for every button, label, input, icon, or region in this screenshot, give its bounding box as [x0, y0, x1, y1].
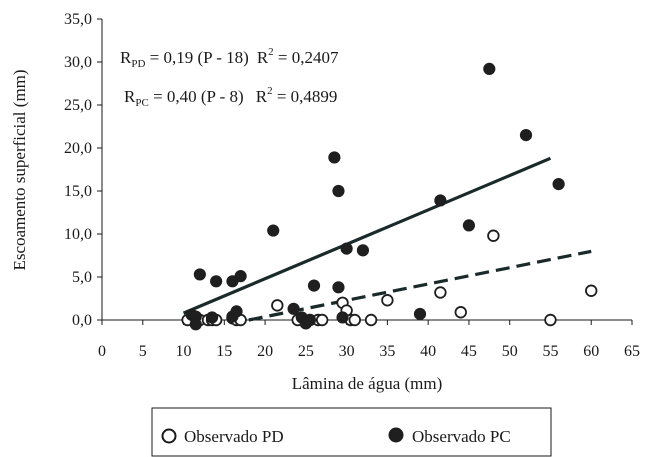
x-tick-label: 60 [583, 343, 599, 360]
point-observado-pc [230, 305, 243, 318]
point-observado-pd [544, 313, 557, 327]
equation-pc-lhs: R [124, 87, 136, 106]
x-tick-label: 25 [298, 343, 314, 360]
y-tick-label: 20,0 [64, 140, 92, 157]
point-observado-pd [585, 284, 598, 297]
x-tick-label: 40 [420, 343, 436, 360]
equation-pd-r2-value: = 0,2407 [274, 48, 339, 67]
equation-pc-sub: PC [135, 97, 148, 109]
point-observado-pc [483, 62, 496, 75]
legend: Observado PD Observado PC [151, 407, 552, 457]
x-tick-label: 50 [502, 343, 518, 360]
equation-pd: RPD = 0,19 (P - 18) R2 = 0,2407 [120, 46, 339, 70]
y-tick-label: 10,0 [64, 226, 92, 243]
y-tick-label: 30,0 [64, 54, 92, 71]
point-observado-pc [303, 313, 317, 327]
trendline-pc [182, 156, 552, 315]
legend-marker-pd [161, 428, 177, 444]
x-tick-label: 20 [257, 343, 273, 360]
equation-pd-sub: PD [131, 58, 145, 70]
point-observado-pd [381, 294, 394, 307]
point-observado-pd [315, 313, 329, 327]
point-observado-pc [356, 244, 370, 257]
point-observado-pd [364, 313, 378, 327]
x-tick-label: 65 [624, 343, 640, 360]
legend-label-pc: Observado PC [412, 427, 511, 446]
legend-marker-pc [388, 427, 404, 443]
point-observado-pc [336, 311, 349, 324]
legend-label-pd: Observado PD [184, 427, 284, 446]
trend-lines [182, 156, 592, 322]
point-observado-pc [332, 281, 345, 294]
point-observado-pc [340, 242, 353, 255]
x-tick-label: 5 [139, 343, 147, 360]
point-observado-pc [307, 279, 321, 292]
point-observado-pc [287, 302, 300, 315]
legend-box [151, 407, 552, 457]
x-tick-label: 10 [176, 343, 192, 360]
x-ticks: 0 5 10 15 20 25 30 35 40 45 50 55 60 65 [98, 320, 640, 360]
x-axis-title: Lâmina de água (mm) [292, 374, 443, 393]
point-observado-pc [434, 194, 447, 207]
x-tick-label: 45 [461, 343, 477, 360]
point-observado-pc [193, 268, 206, 281]
svg-text:RPC = 0,40 (P - 8)R2 = 0,4899: RPC = 0,40 (P - 8) R2 = 0,4899 [124, 85, 337, 109]
y-tick-label: 0,0 [72, 312, 92, 329]
point-observado-pd [487, 229, 500, 242]
point-observado-pc [462, 219, 476, 232]
x-tick-label: 55 [542, 343, 558, 360]
y-axis-title: Escoamento superficial (mm) [10, 69, 29, 270]
equation-pd-rhs: = 0,19 (P - 18) [145, 48, 248, 67]
equation-pc-r2-sup: 2 [267, 85, 273, 97]
trendline-pd [248, 249, 592, 322]
data-points [181, 62, 598, 331]
y-tick-label: 35,0 [64, 11, 92, 28]
y-tick-label: 5,0 [72, 269, 92, 286]
point-observado-pc [205, 311, 219, 324]
point-observado-pc [519, 129, 533, 142]
x-tick-label: 15 [216, 343, 232, 360]
y-tick-label: 15,0 [64, 183, 92, 200]
x-tick-label: 0 [98, 343, 106, 360]
x-tick-label: 30 [339, 343, 355, 360]
equation-pc-rhs: = 0,40 (P - 8) [149, 87, 244, 106]
point-observado-pc [234, 270, 247, 283]
point-observado-pd [454, 306, 467, 319]
point-observado-pc [552, 178, 565, 191]
equation-pc-r2-value: = 0,4899 [273, 87, 338, 106]
equation-pd-r2-sup: 2 [268, 46, 274, 58]
point-observado-pc [189, 318, 202, 331]
point-observado-pc [210, 275, 223, 288]
x-tick-label: 35 [379, 343, 395, 360]
y-tick-label: 25,0 [64, 97, 92, 114]
point-observado-pc [332, 184, 345, 198]
point-observado-pc [328, 151, 341, 164]
point-observado-pd [348, 313, 361, 327]
point-observado-pd [434, 286, 447, 299]
equation-pd-lhs: R [120, 48, 132, 67]
point-observado-pc [267, 224, 280, 237]
svg-text:RPD = 0,19 (P - 18)R2 = 0,2407: RPD = 0,19 (P - 18) R2 = 0,2407 [120, 46, 339, 70]
point-observado-pc [413, 307, 427, 321]
plot-area: 0,0 5,0 10,0 15,0 20,0 25,0 30,0 35,0 0 5 10 15 20 2… [64, 11, 640, 360]
point-observado-pd [271, 299, 284, 312]
y-ticks: 0,0 5,0 10,0 15,0 20,0 25,0 30,0 35,0 [64, 11, 102, 329]
equation-pd-r2-label: R [257, 48, 269, 67]
equation-pc: RPC = 0,40 (P - 8) R2 = 0,4899 [124, 85, 337, 109]
equation-pc-r2-label: R [256, 87, 268, 106]
